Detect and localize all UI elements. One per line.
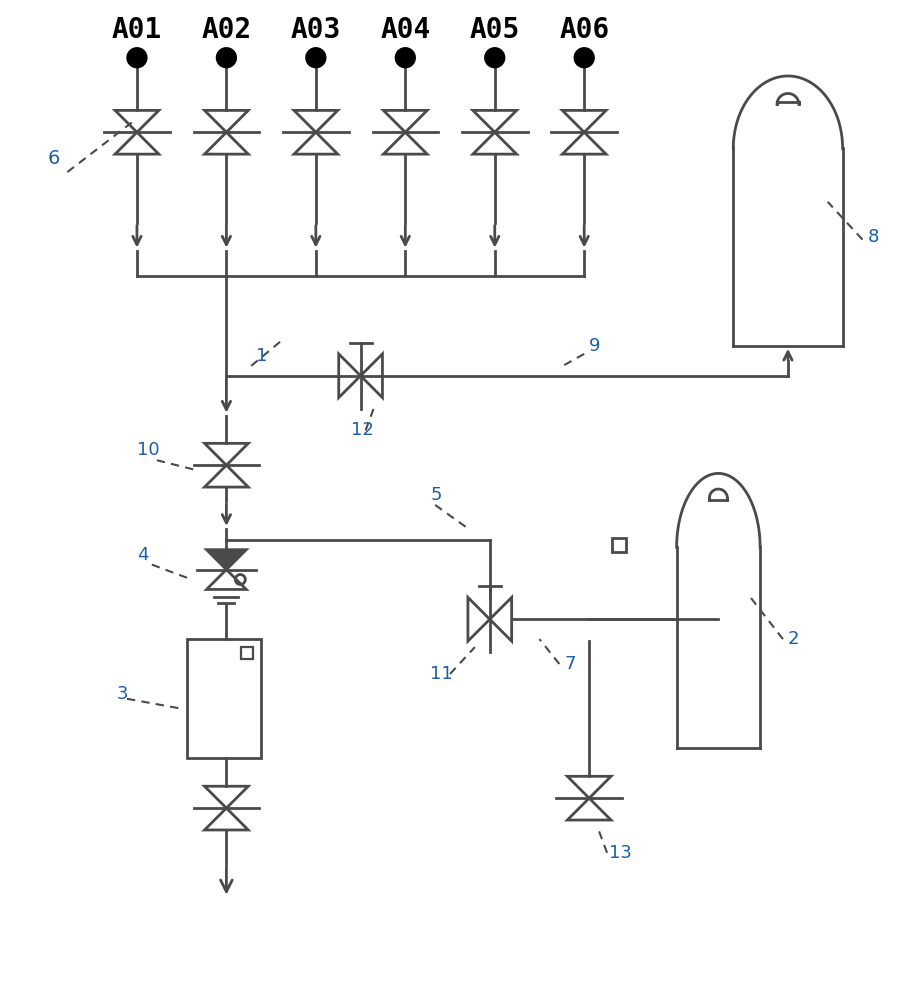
Circle shape [306, 48, 325, 68]
Circle shape [395, 48, 415, 68]
Text: 5: 5 [430, 486, 442, 504]
Text: 4: 4 [137, 546, 148, 564]
Circle shape [127, 48, 147, 68]
Text: 8: 8 [867, 228, 879, 246]
Text: 11: 11 [430, 665, 453, 683]
Circle shape [216, 48, 236, 68]
Circle shape [574, 48, 594, 68]
Bar [241, 647, 254, 659]
Text: 6: 6 [47, 149, 60, 168]
Text: A04: A04 [380, 16, 431, 44]
Text: 12: 12 [351, 421, 374, 439]
Text: A02: A02 [201, 16, 252, 44]
Text: A01: A01 [112, 16, 162, 44]
Text: 1: 1 [256, 347, 267, 365]
Text: A03: A03 [291, 16, 341, 44]
Text: 2: 2 [788, 630, 799, 648]
Polygon shape [206, 550, 246, 570]
Text: 10: 10 [137, 441, 160, 459]
Text: 13: 13 [609, 844, 632, 862]
Text: 3: 3 [117, 685, 128, 703]
Text: 7: 7 [564, 655, 575, 673]
Bar [186, 639, 261, 758]
Bar [612, 538, 626, 552]
Text: 9: 9 [589, 337, 601, 355]
Text: A06: A06 [559, 16, 609, 44]
Circle shape [484, 48, 504, 68]
Text: A05: A05 [470, 16, 520, 44]
